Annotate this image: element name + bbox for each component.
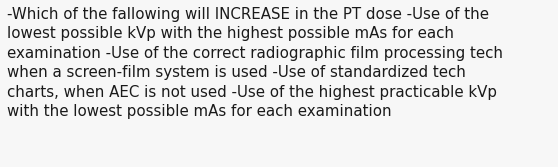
Text: -Which of the fallowing will INCREASE in the PT dose -Use of the
lowest possible: -Which of the fallowing will INCREASE in… <box>7 7 503 119</box>
